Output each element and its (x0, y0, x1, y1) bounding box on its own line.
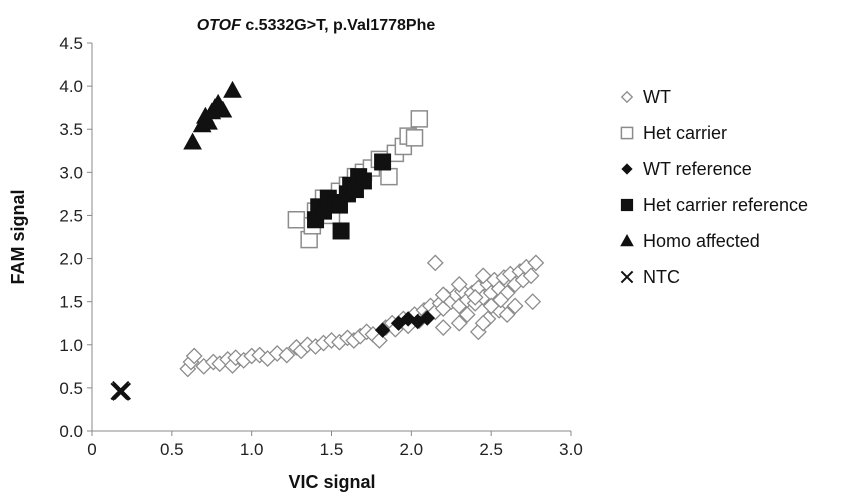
y-tick-label: 0.0 (59, 422, 83, 441)
y-tick-label: 0.5 (59, 379, 83, 398)
chart-title-variant: c.5332G>T, p.Val1778Phe (241, 17, 435, 34)
legend-item-ntc: NTC (621, 267, 680, 287)
legend-label-ntc: NTC (643, 267, 680, 287)
legend-item-wt-reference: WT reference (622, 159, 752, 179)
legend-label-het-carrier: Het carrier (643, 123, 727, 143)
y-axis-label: FAM signal (8, 189, 28, 284)
point-het-carrier-reference (333, 223, 349, 239)
y-axis-ticks: 0.0 0.5 1.0 1.5 2.0 2.5 3.0 3.5 4.0 4.5 (59, 34, 92, 441)
x-axis-ticks: 0 0.5 1.0 1.5 2.0 2.5 3.0 (87, 431, 583, 459)
series-het-carrier-reference (308, 154, 391, 239)
y-tick-label: 1.5 (59, 293, 83, 312)
y-tick-label: 4.5 (59, 34, 83, 53)
point-wt (525, 294, 540, 309)
x-tick-label: 3.0 (559, 440, 583, 459)
point-homo-affected (224, 82, 241, 97)
point-het-carrier-reference (355, 173, 371, 189)
legend-marker-ntc (621, 271, 632, 282)
legend-marker-wt (622, 92, 633, 103)
chart-title: OTOF c.5332G>T, p.Val1778Phe (197, 17, 436, 34)
legend-marker-het-carrier (621, 127, 632, 138)
series-homo-affected (184, 82, 241, 149)
legend-marker-wt-reference (622, 164, 632, 174)
legend-label-het-carrier-reference: Het carrier reference (643, 195, 808, 215)
point-homo-affected (184, 134, 201, 149)
point-ntc (113, 384, 129, 400)
point-het-carrier (381, 169, 397, 185)
y-tick-label: 2.5 (59, 206, 83, 225)
point-het-carrier (411, 111, 427, 127)
x-tick-label: 1.5 (320, 440, 344, 459)
x-tick-label: 0 (87, 440, 96, 459)
x-tick-label: 1.0 (240, 440, 264, 459)
y-tick-label: 2.0 (59, 250, 83, 269)
x-tick-label: 2.0 (400, 440, 424, 459)
legend-marker-homo-affected (621, 235, 633, 246)
legend-item-het-carrier: Het carrier (621, 123, 727, 143)
legend: WT Het carrier WT reference Het carrier ref… (621, 87, 808, 287)
x-axis-label: VIC signal (288, 472, 375, 492)
y-tick-label: 3.0 (59, 163, 83, 182)
series-wt (180, 255, 543, 376)
legend-item-wt: WT (622, 87, 671, 107)
legend-item-het-carrier-reference: Het carrier reference (621, 195, 808, 215)
point-wt (428, 255, 443, 270)
y-tick-label: 4.0 (59, 77, 83, 96)
series-ntc (111, 382, 130, 401)
point-het-carrier (288, 212, 304, 228)
x-tick-label: 2.5 (479, 440, 503, 459)
point-wt (436, 320, 451, 335)
point-het-carrier-reference (375, 154, 391, 170)
legend-label-wt: WT (643, 87, 671, 107)
chart-title-gene: OTOF (197, 17, 242, 34)
data-points (111, 82, 543, 400)
legend-item-homo-affected: Homo affected (621, 231, 760, 251)
point-het-carrier (407, 130, 423, 146)
legend-label-wt-reference: WT reference (643, 159, 752, 179)
y-tick-label: 1.0 (59, 336, 83, 355)
x-tick-label: 0.5 (160, 440, 184, 459)
legend-marker-het-carrier-reference (621, 199, 632, 210)
legend-label-homo-affected: Homo affected (643, 231, 760, 251)
y-tick-label: 3.5 (59, 120, 83, 139)
